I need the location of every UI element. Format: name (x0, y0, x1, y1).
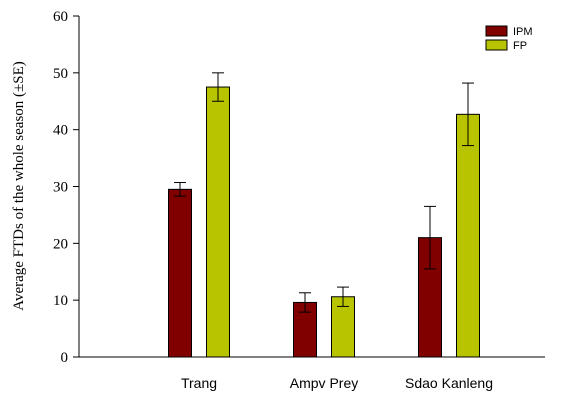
y-tick-label: 50 (53, 66, 68, 82)
y-tick-label: 40 (53, 123, 68, 139)
legend-swatch-fp (485, 39, 508, 51)
bar-fp-0 (206, 86, 230, 358)
legend: IPM FP (485, 25, 533, 52)
legend-swatch-ipm (485, 25, 508, 37)
bar-ipm-0 (168, 188, 192, 358)
y-ticks: 0 10 20 30 40 50 60 (53, 9, 79, 366)
bar-fp-2 (456, 113, 480, 358)
y-tick-label: 60 (53, 9, 68, 25)
error-bars (174, 72, 474, 313)
y-tick-label: 20 (53, 236, 68, 252)
legend-label: FP (513, 40, 527, 52)
y-tick-label: 10 (53, 293, 68, 309)
y-tick-label: 0 (61, 350, 69, 366)
category-label: Trang (181, 375, 217, 391)
y-tick-label: 30 (53, 180, 68, 196)
category-label: Sdao Kanleng (405, 375, 493, 391)
category-labels: Trang Ampv Prey Sdao Kanleng (181, 375, 493, 391)
legend-label: IPM (513, 26, 533, 38)
category-label: Ampv Prey (290, 375, 358, 391)
bars (168, 86, 480, 358)
y-axis-title: Average FTDs of the whole season (±SE) (11, 61, 27, 311)
